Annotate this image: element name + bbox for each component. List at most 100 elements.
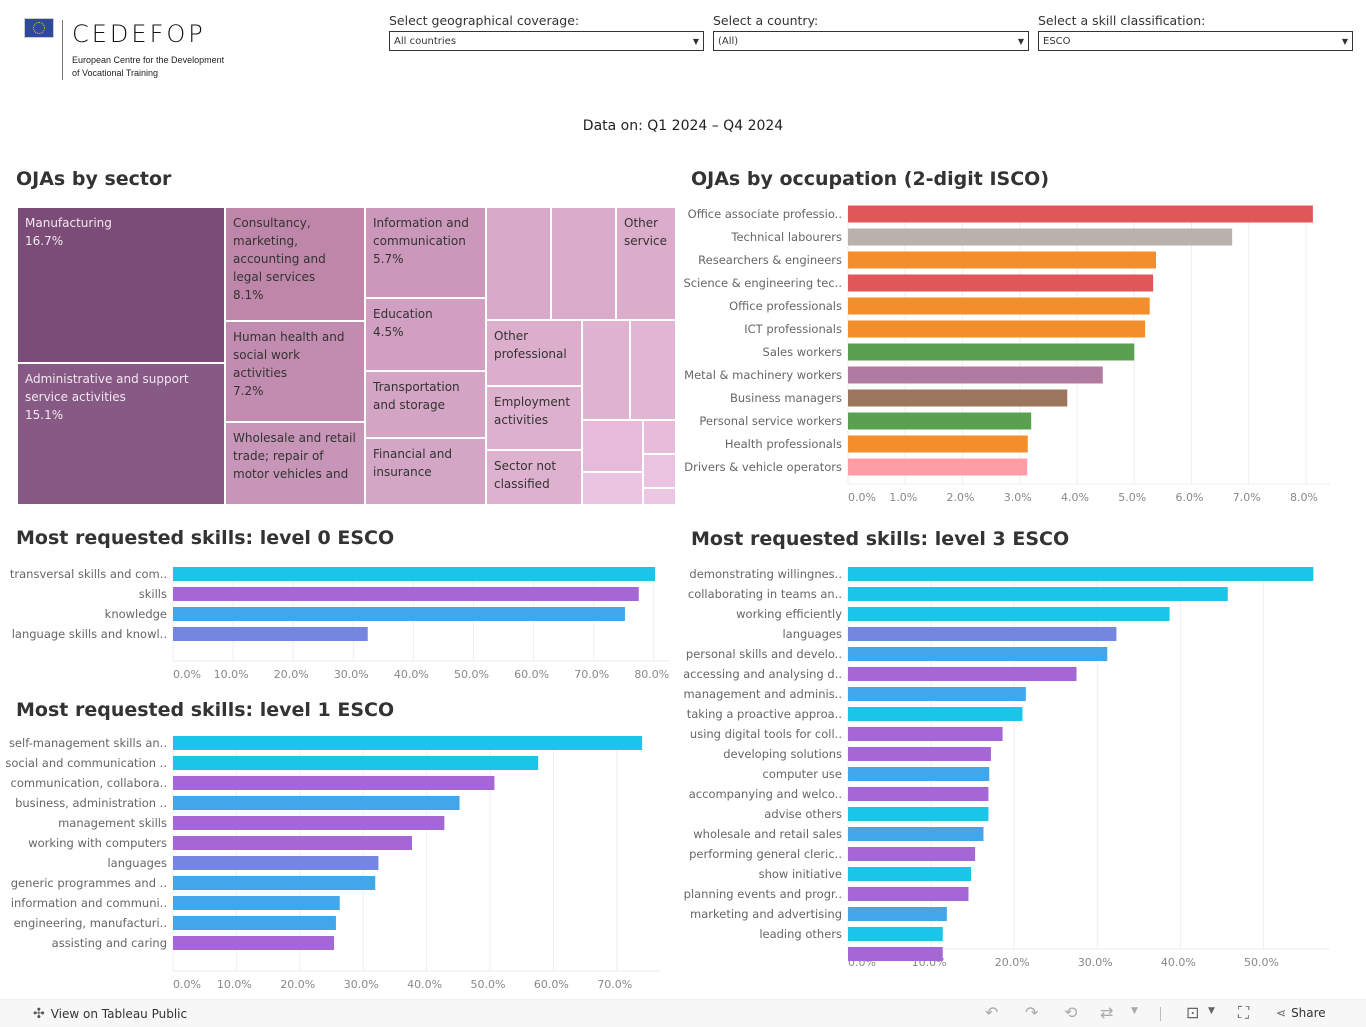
bar[interactable] <box>173 856 379 870</box>
bar[interactable] <box>848 667 1077 681</box>
bar[interactable] <box>848 907 947 921</box>
treemap-cell[interactable]: Transportation and storage <box>365 371 486 438</box>
undo-icon[interactable]: ↶ <box>985 1003 999 1022</box>
bar[interactable] <box>848 251 1157 269</box>
bar[interactable] <box>173 896 340 910</box>
revert-icon[interactable]: ⟲ <box>1064 1003 1078 1022</box>
bar[interactable] <box>173 836 413 850</box>
treemap-cell[interactable] <box>643 488 676 505</box>
bar[interactable] <box>848 947 943 961</box>
treemap-cell[interactable]: Administrative and support service activ… <box>17 363 225 505</box>
bar[interactable] <box>848 587 1228 601</box>
bar[interactable] <box>173 627 368 641</box>
x-tick-label: 30.0% <box>344 978 379 991</box>
fullscreen-icon[interactable]: ⛶ <box>1238 1003 1250 1022</box>
x-tick-label: 60.0% <box>534 978 569 991</box>
bar[interactable] <box>173 736 643 750</box>
bar[interactable] <box>848 412 1032 430</box>
treemap-cell-value: 16.7% <box>25 234 64 248</box>
country-dropdown[interactable]: (All) ▼ <box>713 31 1029 51</box>
bar[interactable] <box>173 876 376 890</box>
download-dropdown-icon[interactable]: ▼ <box>1208 1006 1215 1016</box>
bar[interactable] <box>848 205 1313 223</box>
tableau-logo-icon: ✣ <box>33 1006 45 1022</box>
bar[interactable] <box>848 687 1026 701</box>
bar[interactable] <box>848 297 1150 315</box>
bar[interactable] <box>848 435 1028 453</box>
skill-classification-dropdown[interactable]: ESCO ▼ <box>1038 31 1353 51</box>
share-button[interactable]: ⋖ Share <box>1276 1006 1326 1020</box>
bar[interactable] <box>848 366 1103 384</box>
treemap-cell[interactable]: Consultancy, marketing, accounting and l… <box>225 207 365 321</box>
bar[interactable] <box>848 458 1028 476</box>
bar[interactable] <box>848 767 990 781</box>
bar[interactable] <box>173 587 639 601</box>
treemap-cell-label: Employment activities <box>494 395 571 427</box>
treemap-cell[interactable] <box>643 454 676 488</box>
treemap-cell[interactable] <box>630 320 676 420</box>
bar[interactable] <box>848 927 943 941</box>
bar[interactable] <box>848 389 1068 407</box>
treemap-cell[interactable]: Other service <box>616 207 676 320</box>
bar[interactable] <box>848 343 1135 361</box>
bar[interactable] <box>848 647 1108 661</box>
bar[interactable] <box>173 916 336 930</box>
bar[interactable] <box>848 847 976 861</box>
x-tick-label: 0.0% <box>848 491 876 504</box>
bar[interactable] <box>848 707 1023 721</box>
treemap-cell[interactable] <box>582 320 630 420</box>
bar[interactable] <box>848 320 1146 338</box>
eu-flag-icon <box>24 18 54 38</box>
logo-divider <box>62 20 63 80</box>
x-tick-label: 2.0% <box>947 491 975 504</box>
bar[interactable] <box>848 727 1003 741</box>
x-tick-label: 40.0% <box>407 978 442 991</box>
redo-icon[interactable]: ↷ <box>1025 1003 1039 1022</box>
bar[interactable] <box>848 228 1233 246</box>
bar[interactable] <box>848 807 989 821</box>
cedefop-logo[interactable]: CEDEFOP European Centre for the Developm… <box>24 18 234 82</box>
treemap-cell[interactable] <box>643 420 676 454</box>
bar[interactable] <box>173 936 335 950</box>
geographical-coverage-dropdown[interactable]: All countries ▼ <box>389 31 704 51</box>
bar[interactable] <box>848 867 971 881</box>
download-icon[interactable]: ⊡ <box>1186 1003 1200 1022</box>
treemap-cell[interactable]: Manufacturing 16.7% <box>17 207 225 363</box>
bar[interactable] <box>173 776 495 790</box>
treemap-cell[interactable]: Education 4.5% <box>365 298 486 371</box>
level1-title: Most requested skills: level 1 ESCO <box>16 699 395 721</box>
bar[interactable] <box>848 747 991 761</box>
view-on-tableau-link[interactable]: ✣ View on Tableau Public <box>33 1006 187 1022</box>
bar[interactable] <box>848 274 1154 292</box>
x-tick-label: 60.0% <box>514 668 549 681</box>
treemap-cell[interactable]: Employment activities <box>486 386 582 450</box>
treemap-cell[interactable]: Information and communication 5.7% <box>365 207 486 298</box>
bar[interactable] <box>173 607 625 621</box>
treemap-cell[interactable] <box>551 207 616 320</box>
bar[interactable] <box>173 567 656 581</box>
treemap-cell[interactable]: Other professional <box>486 320 582 386</box>
treemap-cell[interactable]: Financial and insurance <box>365 438 486 505</box>
x-tick-label: 30.0% <box>334 668 369 681</box>
treemap-cell[interactable] <box>486 207 551 320</box>
refresh-dropdown-icon[interactable]: ▼ <box>1131 1006 1138 1016</box>
bar[interactable] <box>173 756 539 770</box>
category-label: collaborating in teams an.. <box>688 587 842 601</box>
filter-label: Select a country: <box>713 13 819 28</box>
treemap-cell[interactable]: Wholesale and retail trade; repair of mo… <box>225 422 365 505</box>
bar[interactable] <box>848 567 1314 581</box>
treemap-cell[interactable] <box>582 420 643 472</box>
bar[interactable] <box>173 816 445 830</box>
bar[interactable] <box>848 887 969 901</box>
refresh-icon[interactable]: ⇄ <box>1100 1003 1114 1022</box>
treemap-cell[interactable]: Human health and social work activities 7… <box>225 321 365 422</box>
bar[interactable] <box>848 627 1117 641</box>
bar[interactable] <box>848 607 1170 621</box>
bar[interactable] <box>848 787 989 801</box>
bar[interactable] <box>173 796 460 810</box>
category-label: Science & engineering tec.. <box>683 276 842 290</box>
x-tick-label: 8.0% <box>1290 491 1318 504</box>
bar[interactable] <box>848 827 984 841</box>
treemap-cell[interactable] <box>582 472 643 505</box>
treemap-cell[interactable]: Sector not classified <box>486 450 582 505</box>
